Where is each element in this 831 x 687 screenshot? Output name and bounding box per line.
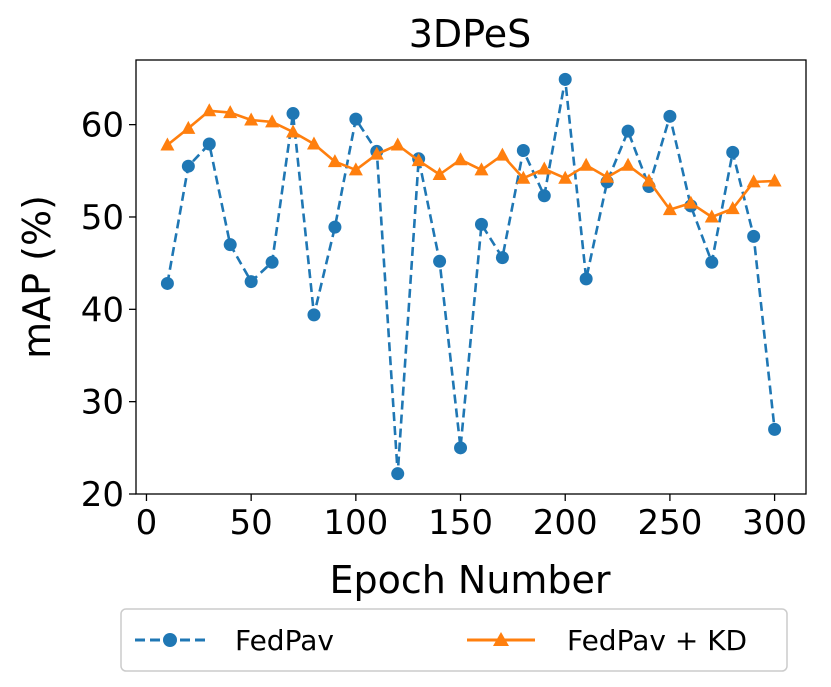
x-tick-label: 150: [428, 503, 493, 543]
x-axis-label: Epoch Number: [329, 558, 610, 602]
data-point-fedpav: [307, 308, 321, 322]
x-tick-label: 100: [323, 503, 388, 543]
data-point-fedpav: [621, 124, 635, 138]
data-point-fedpav-kd: [474, 162, 489, 176]
data-point-fedpav-kd: [369, 146, 384, 160]
data-point-fedpav-kd: [558, 170, 573, 184]
legend-label-fedpav: FedPav: [235, 624, 334, 657]
series-line-fedpav-kd: [166, 109, 775, 219]
data-point-fedpav: [726, 145, 740, 159]
x-tick-label: 300: [742, 503, 807, 543]
legend-marker-fedpav: [163, 633, 177, 647]
x-tick-label: 50: [230, 503, 273, 543]
data-point-fedpav: [454, 441, 468, 455]
data-point-fedpav-kd: [202, 103, 217, 117]
data-point-fedpav-kd: [223, 105, 238, 119]
data-point-fedpav-kd: [621, 157, 636, 171]
data-point-fedpav: [328, 220, 342, 234]
x-axis-ticks: 0 50 100 150 200 250 300: [136, 494, 807, 543]
series-layer: [160, 72, 782, 481]
data-point-fedpav: [579, 272, 593, 286]
series-line-fedpav: [166, 78, 776, 476]
data-point-fedpav: [768, 422, 782, 436]
legend-marker-fedpav-kd: [493, 632, 509, 646]
chart-title: 3DPeS: [409, 12, 532, 56]
y-axis-label: mAP (%): [15, 195, 59, 359]
data-point-fedpav-kd: [662, 202, 677, 216]
data-point-fedpav: [223, 238, 237, 252]
data-point-fedpav-kd: [537, 161, 552, 175]
data-point-fedpav: [516, 143, 530, 157]
data-point-fedpav-kd: [348, 162, 363, 176]
data-point-fedpav-kd: [704, 209, 719, 223]
data-point-fedpav: [474, 217, 488, 231]
data-point-fedpav-kd: [495, 147, 510, 161]
data-point-fedpav-kd: [244, 112, 259, 126]
data-point-fedpav: [391, 467, 405, 481]
data-point-fedpav-kd: [683, 195, 698, 209]
x-tick-label: 250: [637, 503, 702, 543]
data-point-fedpav-kd: [390, 137, 405, 151]
data-point-fedpav-kd: [432, 167, 447, 181]
data-point-fedpav-kd: [600, 169, 615, 183]
legend: FedPav FedPav + KD: [120, 608, 788, 672]
data-point-fedpav-kd: [181, 120, 196, 134]
data-point-fedpav-kd: [265, 114, 280, 128]
data-point-fedpav: [558, 72, 572, 86]
y-tick-label: 60: [81, 106, 124, 146]
data-point-fedpav: [537, 189, 551, 203]
plot-frame: [135, 59, 807, 495]
y-tick-label: 40: [81, 290, 124, 330]
x-tick-label: 0: [136, 503, 158, 543]
data-point-fedpav-kd: [327, 154, 342, 168]
data-point-fedpav-kd: [411, 153, 426, 167]
data-point-fedpav-kd: [579, 157, 594, 171]
x-tick-label: 200: [533, 503, 598, 543]
y-axis-ticks: 20 30 40 50 60: [81, 106, 136, 515]
y-tick-label: 20: [81, 475, 124, 515]
y-tick-label: 30: [81, 383, 124, 423]
data-point-fedpav: [286, 107, 300, 121]
data-point-fedpav-kd: [725, 201, 740, 215]
data-point-fedpav: [663, 109, 677, 123]
data-point-fedpav-kd: [641, 173, 656, 187]
y-tick-label: 50: [81, 198, 124, 238]
data-point-fedpav-kd: [306, 136, 321, 150]
data-point-fedpav: [160, 276, 174, 290]
data-point-fedpav: [705, 255, 719, 269]
data-point-fedpav-kd: [286, 124, 301, 138]
data-point-fedpav: [349, 112, 363, 126]
legend-frame: [120, 608, 788, 672]
data-point-fedpav-kd: [160, 137, 175, 151]
data-point-fedpav: [181, 159, 195, 173]
data-point-fedpav-kd: [746, 174, 761, 188]
data-point-fedpav: [433, 254, 447, 268]
data-point-fedpav-kd: [453, 152, 468, 166]
data-point-fedpav: [265, 255, 279, 269]
data-point-fedpav: [747, 229, 761, 243]
data-point-fedpav: [495, 251, 509, 265]
data-point-fedpav: [244, 275, 258, 289]
data-point-fedpav: [202, 137, 216, 151]
data-point-fedpav-kd: [516, 170, 531, 184]
legend-label-fedpav-kd: FedPav + KD: [567, 624, 747, 657]
data-point-fedpav-kd: [767, 173, 782, 187]
plot-axes: [135, 59, 807, 495]
